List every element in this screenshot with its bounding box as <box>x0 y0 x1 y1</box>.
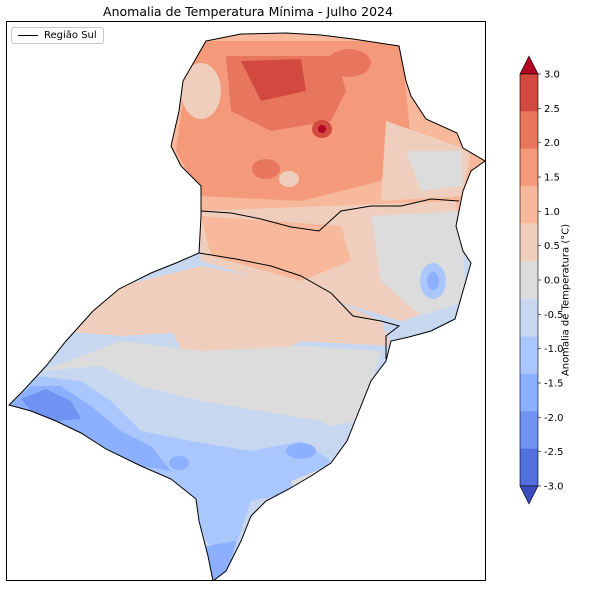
colorbar-bin <box>520 298 538 337</box>
border-sc-rs <box>198 252 401 359</box>
region-outline <box>8 32 485 580</box>
colorbar-bin <box>520 373 538 412</box>
map-legend: Região Sul <box>11 27 104 44</box>
colorbar-tick-label: 1.0 <box>544 207 560 218</box>
colorbar-tick-label: 1.5 <box>544 173 560 184</box>
legend-label: Região Sul <box>44 30 97 41</box>
colorbar-tick-label: 2.0 <box>544 138 560 149</box>
colorbar-bin <box>520 336 538 374</box>
colorbar-bin <box>520 186 538 224</box>
colorbar-bin <box>520 448 538 486</box>
colorbar-extend-min <box>519 485 539 505</box>
colorbar-bin <box>520 111 538 149</box>
colorbar-tick-label: -0.5 <box>544 310 564 321</box>
colorbar-bin <box>520 148 538 187</box>
colorbar-tick-label: -3.0 <box>544 482 564 493</box>
map-title: Anomalia de Temperatura Mínima - Julho 2… <box>103 4 393 19</box>
colorbar-extend-max <box>519 55 539 75</box>
colorbar-tick-label: 0.0 <box>544 276 560 287</box>
colorbar-tick-label: 3.0 <box>544 70 560 81</box>
colorbar-label: Anomalia de Temperatura (°C) <box>560 223 572 377</box>
anomaly-field <box>9 33 485 580</box>
colorbar-tick-label: -1.0 <box>544 344 564 355</box>
colorbar-bin <box>520 223 538 262</box>
legend-line-swatch <box>18 35 38 36</box>
colorbar-bin <box>520 74 538 112</box>
colorbar-tick-label: -2.5 <box>544 447 564 458</box>
map-panel <box>6 21 486 581</box>
colorbar-bin <box>520 411 538 449</box>
colorbar-tick-label: -1.5 <box>544 379 564 390</box>
colorbar-bin <box>520 261 538 299</box>
colorbar-tick-label: -2.0 <box>544 413 564 424</box>
border-pr-sc <box>200 198 460 232</box>
colorbar-tick-label: 0.5 <box>544 241 560 252</box>
map-canvas <box>8 32 485 580</box>
colorbar-tick-label: 2.5 <box>544 104 560 115</box>
colorbar: 3.0 2.5 2.0 1.5 1.0 0.5 0.0 -0.5 -1.0 -1.5 -2.0 -2.… <box>519 55 564 505</box>
